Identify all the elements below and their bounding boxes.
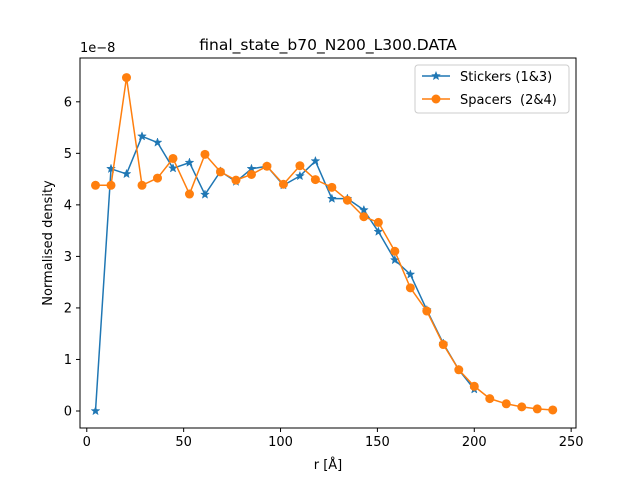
y-tick-label: 6 [64,95,72,110]
data-point-spacers [295,161,305,171]
data-point-stickers [121,168,132,179]
data-point-stickers [137,131,147,141]
data-point-spacers [200,149,210,159]
data-point-spacers [548,405,558,415]
plot-frame [79,57,577,429]
plot-area [90,73,558,416]
series-line-spacers [95,76,553,411]
data-point-spacers [390,246,400,256]
x-tick-label: 50 [175,435,192,450]
data-point-spacers [246,169,256,179]
data-point-stickers [184,157,195,167]
y-offset-label: 1e−8 [80,41,115,56]
data-point-stickers [373,226,384,236]
x-tick-label: 150 [365,435,390,450]
data-point-stickers [294,170,305,181]
data-point-spacers [310,175,320,185]
legend-frame [414,64,570,114]
legend-label-stickers: Stickers (1&3) [460,70,552,85]
legend-marker-stickers [431,70,441,81]
data-point-spacers [327,182,337,192]
data-point-spacers [106,180,116,190]
data-point-stickers [405,269,416,279]
data-point-spacers [532,404,542,414]
data-point-spacers [231,175,241,185]
x-axis-label: r [Å] [314,457,343,473]
data-point-stickers [200,189,210,199]
data-point-stickers [90,405,101,416]
data-point-spacers [422,306,432,316]
data-point-spacers [438,340,448,350]
x-tick-label: 250 [559,435,584,450]
data-point-spacers [501,399,511,409]
legend-label-spacers: Spacers (2&4) [460,93,557,108]
legend-circle-marker [431,94,441,104]
data-point-spacers [405,283,415,293]
data-point-stickers [152,137,163,147]
data-point-spacers [153,173,162,183]
y-tick-label: 3 [64,250,72,265]
data-point-spacers [469,381,479,391]
data-point-spacers [137,180,147,190]
data-point-stickers [358,204,369,215]
data-point-spacers [91,180,100,190]
data-point-spacers [184,189,194,199]
data-point-spacers [517,402,527,412]
legend-marker-spacers [431,94,441,104]
y-tick-label: 1 [64,353,72,368]
legend: Stickers (1&3) Spacers (2&4) [414,64,570,114]
data-point-spacers [454,365,464,375]
data-point-spacers [373,217,383,227]
y-tick-label: 0 [64,404,72,419]
series-line-stickers [94,135,475,412]
data-point-spacers [278,179,288,189]
y-tick-label: 2 [64,301,72,316]
data-point-spacers [485,394,495,404]
data-point-spacers [342,195,352,205]
y-tick-label: 5 [64,147,72,162]
data-point-spacers [262,161,272,171]
data-point-stickers [326,193,337,203]
y-axis-label: Normalised density [41,180,56,306]
x-tick-label: 200 [462,435,487,450]
data-point-spacers [168,153,178,163]
x-tick-label: 100 [268,435,293,450]
data-point-spacers [122,73,131,83]
x-tick-label: 0 [83,435,91,450]
y-tick-label: 4 [64,198,72,213]
chart-title: final_state_b70_N200_L300.DATA [199,36,457,55]
data-point-spacers [215,167,225,177]
data-point-spacers [359,212,369,222]
data-point-stickers [310,155,321,166]
legend-star-marker [431,70,441,81]
